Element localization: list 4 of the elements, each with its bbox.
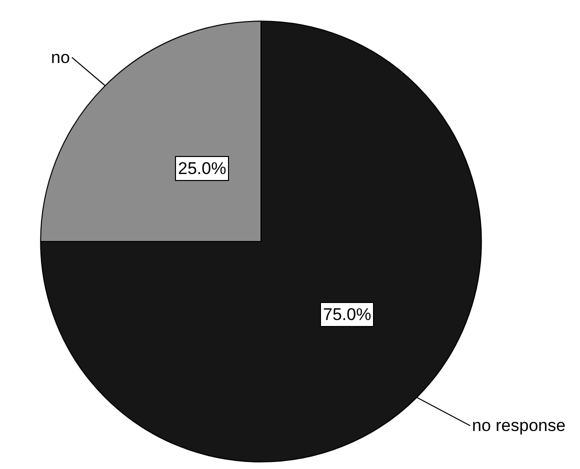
- slice-label: no response: [472, 416, 566, 435]
- data-label: 25.0%: [178, 159, 226, 178]
- data-label: 75.0%: [323, 305, 372, 324]
- slice-label: no: [51, 48, 70, 67]
